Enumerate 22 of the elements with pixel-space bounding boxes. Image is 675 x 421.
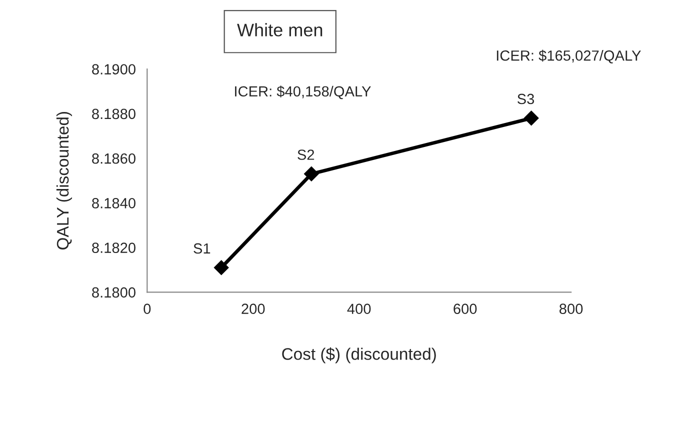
y-axis-title: QALY (discounted) xyxy=(56,112,72,250)
x-axis-title: Cost ($) (discounted) xyxy=(282,347,436,364)
annotation: S1 xyxy=(194,243,210,254)
chart-title: White men xyxy=(237,23,322,36)
annotation: S3 xyxy=(518,94,534,104)
point xyxy=(304,166,319,182)
point xyxy=(524,110,539,126)
x-tick-label: 200 xyxy=(242,304,265,314)
y-tick-label: 8.1900 xyxy=(92,64,136,74)
y-tick-label: 8.1820 xyxy=(92,242,136,253)
point xyxy=(214,260,229,276)
text: ICER: $165,027/QALY xyxy=(496,50,641,64)
y-tick-label: 8.1860 xyxy=(92,153,136,164)
y-tick-label: 8.1880 xyxy=(92,108,136,120)
y-tick-label: 8.1800 xyxy=(92,287,136,298)
x-tick-label: 600 xyxy=(454,304,477,314)
annotation: ICER: $40,158/QALY xyxy=(235,86,371,100)
x-tick-label: 800 xyxy=(560,304,583,314)
x-tick-label: 400 xyxy=(347,304,371,314)
annotation: S2 xyxy=(298,150,314,160)
y-tick-label: 8.1840 xyxy=(92,198,136,208)
x-tick-label: 0 xyxy=(144,304,151,314)
